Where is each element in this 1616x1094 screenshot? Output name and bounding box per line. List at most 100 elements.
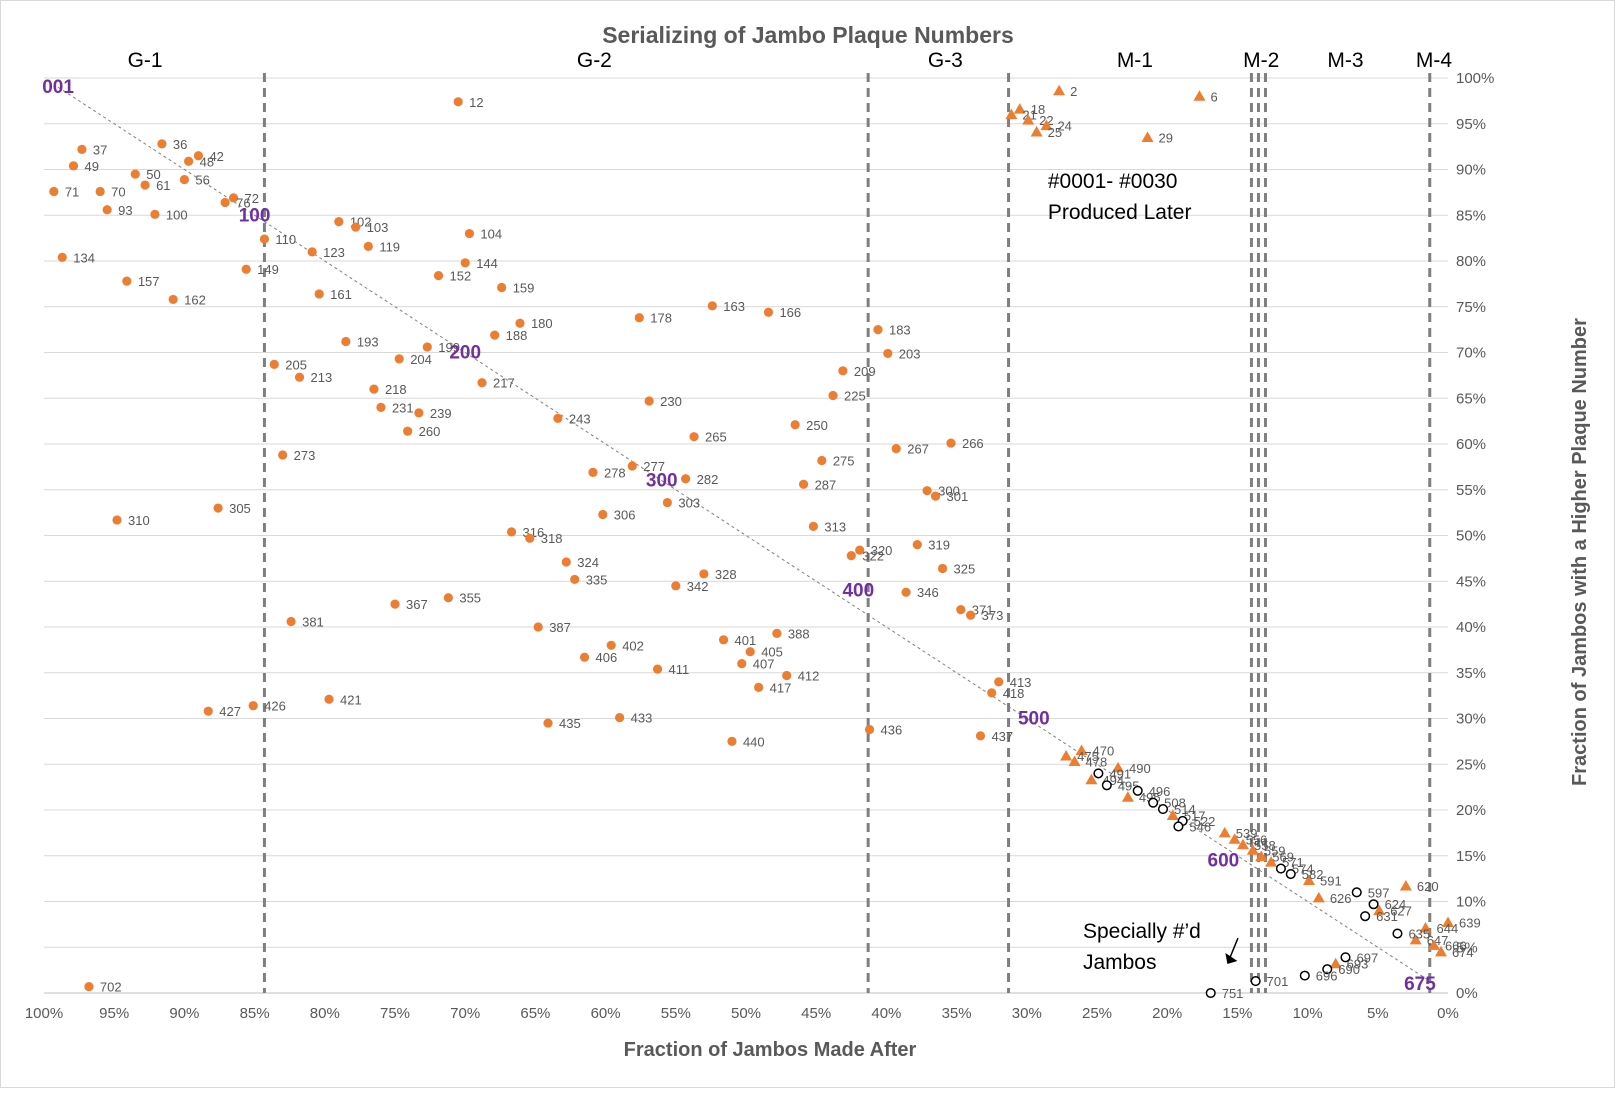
y-tick-label: 70% xyxy=(1456,345,1486,362)
data-label: 413 xyxy=(1010,675,1032,690)
y-tick-label: 5% xyxy=(1456,939,1478,956)
data-label: 199 xyxy=(438,340,460,355)
data-point xyxy=(140,180,150,190)
data-label: 267 xyxy=(907,442,929,457)
data-label: 478 xyxy=(1086,755,1108,770)
data-label: 322 xyxy=(862,549,884,564)
data-point xyxy=(1303,874,1316,885)
data-label: 218 xyxy=(385,382,407,397)
data-point xyxy=(588,467,598,477)
data-point xyxy=(1101,780,1112,791)
data-point xyxy=(1255,850,1268,862)
data-point xyxy=(1157,804,1169,815)
data-label: 407 xyxy=(753,657,775,672)
data-label: 406 xyxy=(596,650,618,665)
y-tick-label: 75% xyxy=(1456,299,1486,316)
data-label: 230 xyxy=(660,394,682,409)
data-label: 402 xyxy=(622,638,644,653)
data-label: 437 xyxy=(991,729,1013,744)
data-label: 76 xyxy=(236,195,250,210)
annotation-text: Jambos xyxy=(1083,951,1157,974)
data-point xyxy=(912,540,922,550)
data-point xyxy=(763,307,774,317)
data-label: 149 xyxy=(257,262,279,277)
data-label: 239 xyxy=(430,406,452,421)
group-label: M-4 xyxy=(1416,49,1452,72)
data-label: 556 xyxy=(1246,832,1268,847)
data-label: 104 xyxy=(480,227,502,242)
data-point xyxy=(363,241,373,251)
data-point xyxy=(179,174,189,185)
data-point xyxy=(490,330,500,340)
data-label: 287 xyxy=(815,477,837,492)
data-label: 231 xyxy=(392,400,414,415)
data-point xyxy=(838,366,848,376)
data-label: 418 xyxy=(1003,686,1025,701)
data-label: 328 xyxy=(715,567,737,582)
data-point xyxy=(294,372,305,382)
data-point xyxy=(1075,744,1088,756)
data-point xyxy=(553,413,563,423)
data-point xyxy=(1005,108,1018,120)
data-label: 278 xyxy=(604,465,626,480)
data-label: 37 xyxy=(93,142,107,157)
data-point xyxy=(634,313,644,323)
group-labels: G-1 G-2 G-3 M-1 M-2 M-3 M-4 xyxy=(128,49,1453,72)
data-label: 620 xyxy=(1417,879,1439,894)
y-tick-label: 90% xyxy=(1456,162,1486,179)
serial-marker: 100 xyxy=(239,205,271,226)
data-point xyxy=(994,677,1004,687)
data-point xyxy=(1053,84,1066,96)
data-label: 558 xyxy=(1254,838,1276,853)
data-point xyxy=(150,209,160,219)
x-tick-label: 5% xyxy=(1367,1005,1389,1022)
data-label: 508 xyxy=(1164,796,1186,811)
data-point xyxy=(1322,964,1333,975)
data-point xyxy=(157,139,167,149)
data-point xyxy=(460,258,470,268)
data-point xyxy=(213,503,223,513)
data-label: 318 xyxy=(541,531,563,546)
data-point xyxy=(84,981,94,992)
data-label: 204 xyxy=(410,352,432,367)
serial-marker: 200 xyxy=(449,343,481,364)
data-point xyxy=(718,635,729,645)
data-point xyxy=(1409,933,1422,945)
data-label: 387 xyxy=(549,620,571,635)
annotation-arrow-line xyxy=(1228,937,1239,960)
data-point xyxy=(1246,844,1259,855)
data-point xyxy=(422,342,432,352)
data-point xyxy=(627,461,637,471)
x-tick-label: 10% xyxy=(1293,1005,1323,1022)
data-point xyxy=(220,197,230,208)
data-label: 183 xyxy=(889,323,911,338)
data-point xyxy=(1360,911,1371,922)
data-point xyxy=(790,420,800,430)
data-label: 2 xyxy=(1070,84,1077,99)
data-point xyxy=(433,271,444,281)
data-point xyxy=(376,402,386,412)
data-label: 546 xyxy=(1189,819,1211,834)
data-point xyxy=(477,378,487,388)
data-point xyxy=(1419,922,1432,933)
data-point xyxy=(922,486,932,496)
data-label: 163 xyxy=(723,299,745,314)
group-label: G-3 xyxy=(928,49,963,72)
data-point xyxy=(570,574,580,585)
x-axis-ticks: 100% 95% 90% 85% 80% 75% 70% 65% 60% 55% 50% 45% 40%… xyxy=(25,1005,1459,1022)
annotation-arrow-head xyxy=(1225,952,1238,964)
y-tick-label: 45% xyxy=(1456,573,1486,590)
data-point xyxy=(241,264,251,274)
data-label: 597 xyxy=(1368,885,1390,900)
data-label: 440 xyxy=(743,734,765,749)
group-label: M-2 xyxy=(1243,49,1279,72)
x-tick-label: 15% xyxy=(1222,1005,1252,1022)
x-axis-title: Fraction of Jambos Made After xyxy=(624,1039,917,1061)
data-point xyxy=(1148,797,1159,808)
x-tick-label: 70% xyxy=(450,1005,480,1022)
data-point xyxy=(1121,791,1134,802)
data-point xyxy=(453,97,463,107)
x-tick-label: 40% xyxy=(871,1005,901,1022)
